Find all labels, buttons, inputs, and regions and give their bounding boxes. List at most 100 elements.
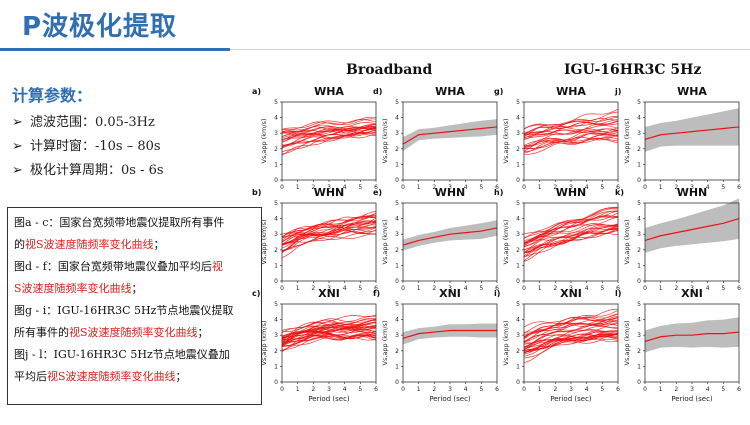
individual-curve bbox=[523, 138, 619, 146]
y-tick-label: 5 bbox=[516, 200, 520, 207]
y-tick-label: 3 bbox=[395, 332, 399, 339]
x-tick-label: 6 bbox=[495, 285, 499, 292]
y-tick-label: 1 bbox=[637, 161, 641, 168]
y-tick-label: 0 bbox=[395, 379, 399, 386]
x-tick-label: 0 bbox=[280, 184, 284, 191]
panel-title: WHN bbox=[435, 186, 466, 199]
caption-text: 图a - c：国家台宽频带地震仪提取所有事件 bbox=[14, 216, 225, 229]
x-tick-label: 6 bbox=[495, 386, 499, 393]
mean-curve bbox=[402, 126, 498, 145]
y-tick-label: 3 bbox=[637, 332, 641, 339]
x-tick-label: 2 bbox=[432, 285, 436, 292]
x-tick-label: 2 bbox=[432, 386, 436, 393]
individual-curve bbox=[523, 228, 619, 257]
individual-curve bbox=[281, 215, 377, 239]
y-tick-label: 4 bbox=[395, 115, 399, 122]
y-tick-label: 5 bbox=[516, 99, 520, 106]
x-tick-label: 4 bbox=[343, 386, 347, 393]
x-tick-label: 5 bbox=[358, 386, 362, 393]
chart-panel-f: f) XNI 0 1 2 3 4 5 6 0 1 2 3 4 5 Vs,app (km/s) Period (s… bbox=[373, 284, 507, 404]
x-tick-label: 2 bbox=[553, 285, 557, 292]
panel-title: WHN bbox=[677, 186, 708, 199]
mean-curve bbox=[644, 218, 740, 242]
arrow-right-icon: ➢ bbox=[12, 139, 23, 154]
individual-curve bbox=[523, 317, 619, 344]
y-tick-label: 2 bbox=[395, 146, 399, 153]
caption-text: ； bbox=[175, 370, 187, 383]
x-tick-label: 5 bbox=[600, 386, 604, 393]
caption-line: 图g - i：IGU-16HR3C 5Hz节点地震仪提取 bbox=[14, 300, 255, 322]
y-tick-label: 3 bbox=[395, 130, 399, 137]
caption-line: 图d - f：国家台宽频带地震仪叠加平均后视 bbox=[14, 256, 255, 278]
individual-curve bbox=[523, 326, 619, 345]
y-tick-label: 5 bbox=[637, 301, 641, 308]
x-tick-label: 3 bbox=[690, 285, 694, 292]
individual-curve bbox=[281, 221, 377, 253]
individual-curve bbox=[523, 333, 619, 354]
panel-label: b) bbox=[252, 188, 261, 197]
caption-highlight: 视S波速度随频率变化曲线 bbox=[47, 370, 176, 383]
individual-curve bbox=[281, 220, 377, 235]
x-tick-label: 0 bbox=[401, 386, 405, 393]
y-tick-label: 1 bbox=[637, 363, 641, 370]
chart-panel-b: b) WHN 0 1 2 3 4 5 6 0 1 2 3 4 5 Vs,app (km/s) bbox=[252, 183, 386, 303]
caption-text: 图d - f：国家台宽频带地震仪叠加平均后 bbox=[14, 260, 212, 273]
uncertainty-band bbox=[403, 119, 497, 152]
y-tick-label: 0 bbox=[274, 177, 278, 184]
chart-panel-a: a) WHA 0 1 2 3 4 5 6 0 1 2 3 4 5 Vs,app (km/s) bbox=[252, 82, 386, 202]
x-tick-label: 0 bbox=[522, 285, 526, 292]
x-tick-label: 6 bbox=[374, 184, 378, 191]
y-axis-label: Vs,app (km/s) bbox=[260, 119, 268, 164]
y-tick-label: 4 bbox=[274, 115, 278, 122]
caption-line: 图j - l：IGU-16HR3C 5Hz节点地震仪叠加 bbox=[14, 344, 255, 366]
arrow-right-icon: ➢ bbox=[12, 115, 23, 130]
y-tick-label: 4 bbox=[516, 317, 520, 324]
individual-curve bbox=[281, 334, 377, 346]
x-tick-label: 6 bbox=[616, 184, 620, 191]
x-tick-label: 1 bbox=[417, 386, 421, 393]
mean-curve bbox=[644, 331, 740, 343]
x-tick-label: 6 bbox=[374, 386, 378, 393]
y-tick-label: 2 bbox=[395, 348, 399, 355]
y-axis-label: Vs,app (km/s) bbox=[502, 220, 510, 265]
caption-text: 图g - i：IGU-16HR3C 5Hz节点地震仪提取 bbox=[14, 304, 234, 317]
y-tick-label: 2 bbox=[637, 247, 641, 254]
chart-svg: g) WHA 0 1 2 3 4 5 6 0 1 2 3 4 5 Vs,app (km/s) bbox=[494, 85, 620, 191]
y-tick-label: 4 bbox=[516, 216, 520, 223]
y-axis-label: Vs,app (km/s) bbox=[381, 119, 389, 164]
chart-svg: l) XNI 0 1 2 3 4 5 6 0 1 2 3 4 5 Vs,app (km/s) Period (s… bbox=[615, 287, 741, 403]
x-axis-label: Period (sec) bbox=[550, 395, 592, 403]
y-tick-label: 2 bbox=[395, 247, 399, 254]
x-tick-label: 2 bbox=[311, 184, 315, 191]
individual-curve bbox=[523, 332, 619, 350]
panel-label: i) bbox=[494, 289, 500, 298]
panel-label: h) bbox=[494, 188, 503, 197]
chart-svg: d) WHA 0 1 2 3 4 5 6 0 1 2 3 4 5 Vs,app (km/s) bbox=[373, 85, 499, 191]
x-tick-label: 2 bbox=[674, 184, 678, 191]
y-tick-label: 5 bbox=[395, 99, 399, 106]
panel-title: WHN bbox=[314, 186, 345, 199]
x-tick-label: 5 bbox=[479, 184, 483, 191]
x-tick-label: 1 bbox=[296, 285, 300, 292]
x-tick-label: 5 bbox=[479, 386, 483, 393]
y-tick-label: 3 bbox=[516, 130, 520, 137]
x-tick-label: 6 bbox=[737, 386, 741, 393]
x-tick-label: 3 bbox=[448, 184, 452, 191]
individual-curve bbox=[523, 335, 619, 352]
y-tick-label: 1 bbox=[274, 363, 278, 370]
y-tick-label: 0 bbox=[637, 278, 641, 285]
y-tick-label: 3 bbox=[395, 231, 399, 238]
individual-curve bbox=[281, 327, 377, 345]
x-tick-label: 1 bbox=[659, 386, 663, 393]
y-tick-label: 2 bbox=[637, 348, 641, 355]
y-tick-label: 4 bbox=[395, 317, 399, 324]
caption-line: 的视S波速度随频率变化曲线； bbox=[14, 234, 255, 256]
param-period: ➢ 极化计算周期：0s - 6s bbox=[12, 159, 164, 178]
individual-curve bbox=[523, 132, 619, 154]
group-header-igu: IGU-16HR3C 5Hz bbox=[564, 62, 702, 78]
individual-curve bbox=[281, 127, 377, 140]
uncertainty-band bbox=[403, 323, 497, 345]
y-tick-label: 1 bbox=[395, 161, 399, 168]
x-tick-label: 5 bbox=[721, 386, 725, 393]
panel-title: XNI bbox=[439, 287, 461, 300]
